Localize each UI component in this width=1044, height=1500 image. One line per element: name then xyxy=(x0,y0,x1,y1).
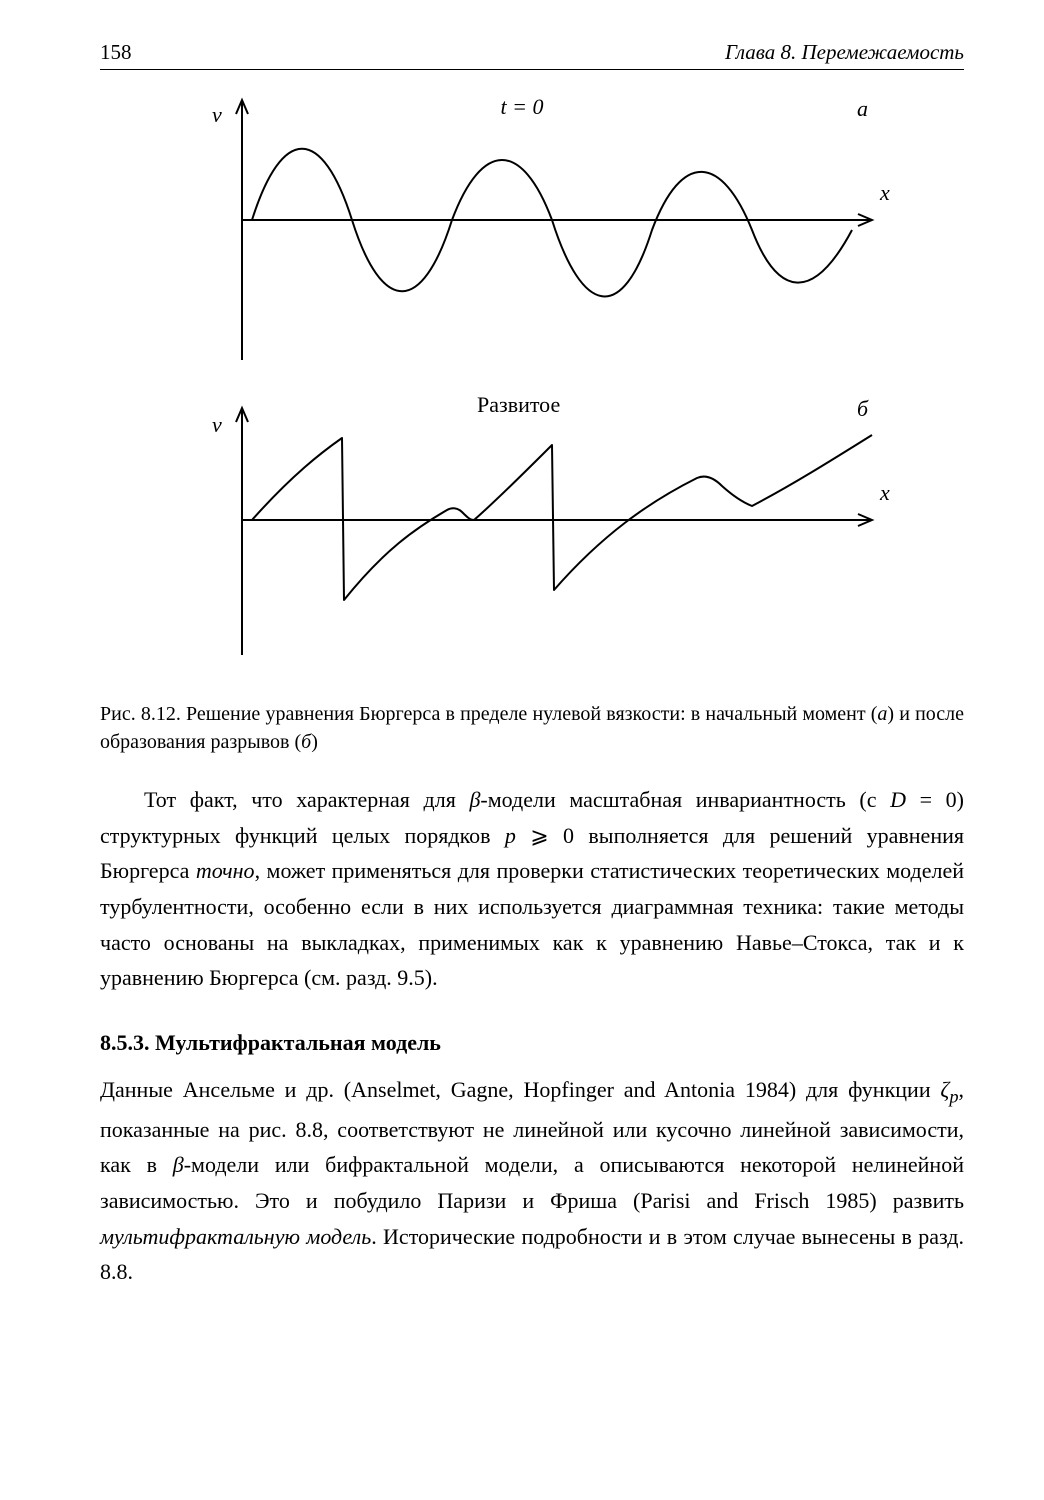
svg-text:Развитое: Развитое xyxy=(477,392,560,417)
svg-text:v: v xyxy=(212,412,222,437)
figure-caption: Рис. 8.12. Решение уравнения Бюргерса в … xyxy=(100,700,964,756)
figure-caption-prefix: Рис. 8.12. xyxy=(100,703,181,725)
page-number: 158 xyxy=(100,40,132,65)
subheading-8-5-3: 8.5.3. Мультифрактальная модель xyxy=(100,1030,964,1056)
figure-caption-text: Решение уравнения Бюргерса в пределе нул… xyxy=(100,703,964,753)
svg-text:t = 0: t = 0 xyxy=(501,94,544,119)
chapter-title: Глава 8. Перемежаемость xyxy=(725,40,964,65)
panel-b: v x Развитое б xyxy=(212,392,890,655)
svg-text:v: v xyxy=(212,102,222,127)
svg-text:x: x xyxy=(879,480,890,505)
paragraph-2: Данные Ансельме и др. (Anselmet, Gagne, … xyxy=(100,1072,964,1290)
figure-svg: v x t = 0 а v x Развитое б xyxy=(152,80,912,670)
svg-text:x: x xyxy=(879,180,890,205)
paragraph-1: Тот факт, что характерная для β-модели м… xyxy=(100,782,964,996)
page: 158 Глава 8. Перемежаемость v x t = 0 а v x Ра… xyxy=(0,0,1044,1500)
svg-text:б: б xyxy=(857,396,869,421)
page-header: 158 Глава 8. Перемежаемость xyxy=(100,40,964,70)
figure-8-12: v x t = 0 а v x Развитое б xyxy=(100,80,964,670)
svg-text:а: а xyxy=(857,96,868,121)
panel-a: v x t = 0 а xyxy=(212,94,890,360)
